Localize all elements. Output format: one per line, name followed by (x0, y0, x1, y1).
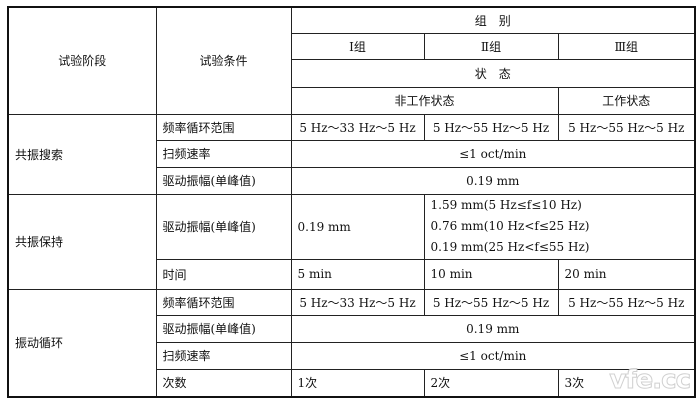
cell: 5 Hz～55 Hz～5 Hz (557, 113, 696, 141)
header-group-1: Ⅰ组 (290, 32, 425, 60)
header-group-2: Ⅱ组 (423, 32, 559, 60)
header-state-working: 工作状态 (557, 86, 696, 115)
header-group-3: Ⅲ组 (557, 32, 696, 60)
cell: 2次 (423, 368, 559, 398)
cell-amp-groups-2-3: 1.59 mm(5 Hz≤f≤10 Hz) 0.76 mm(10 Hz<f≤25… (423, 193, 696, 260)
cell: 5 min (290, 258, 425, 290)
cond-label: 时间 (155, 258, 292, 290)
cell: 5 Hz～55 Hz～5 Hz (423, 113, 559, 141)
stage-resonance-search: 共振搜索 (7, 113, 157, 195)
cell: 1次 (290, 368, 425, 398)
amp-line: 0.76 mm(10 Hz<f≤25 Hz) (430, 219, 590, 233)
cell: 5 Hz～55 Hz～5 Hz (423, 288, 559, 316)
cell: ≤1 oct/min (290, 139, 696, 168)
cond-label: 频率循环范围 (155, 113, 292, 141)
cond-label: 驱动振幅(单峰值) (155, 314, 292, 343)
cell: 3次 (557, 368, 696, 398)
cell: 20 min (557, 258, 696, 290)
watermark: vfe.cc (609, 365, 692, 396)
amp-line: 0.19 mm(25 Hz<f≤55 Hz) (430, 240, 590, 254)
header-stage: 试验阶段 (7, 6, 157, 115)
cell: ≤1 oct/min (290, 341, 696, 370)
header-state: 状 态 (290, 58, 696, 88)
amp-line: 1.59 mm(5 Hz≤f≤10 Hz) (430, 198, 582, 212)
vibration-test-table: 试验阶段 试验条件 组 别 Ⅰ组 Ⅱ组 Ⅲ组 状 态 非工作状态 工作状态 共振… (7, 6, 697, 398)
cond-label: 次数 (155, 368, 292, 398)
cell: 10 min (423, 258, 559, 290)
header-condition: 试验条件 (155, 6, 292, 115)
cell: 5 Hz～33 Hz～5 Hz (290, 288, 425, 316)
cell: 5 Hz～55 Hz～5 Hz (557, 288, 696, 316)
cond-label: 驱动振幅(单峰值) (155, 166, 292, 195)
cell: 5 Hz～33 Hz～5 Hz (290, 113, 425, 141)
cond-label: 频率循环范围 (155, 288, 292, 316)
cell: 0.19 mm (290, 314, 696, 343)
stage-vibration-cycle: 振动循环 (7, 288, 157, 398)
cond-label: 扫频速率 (155, 341, 292, 370)
cell: 0.19 mm (290, 166, 696, 195)
header-state-nonworking: 非工作状态 (290, 86, 559, 115)
stage-resonance-dwell: 共振保持 (7, 193, 157, 290)
cond-label: 扫频速率 (155, 139, 292, 168)
header-group: 组 别 (290, 6, 696, 34)
cell: 0.19 mm (290, 193, 425, 260)
cond-label: 驱动振幅(单峰值) (155, 193, 292, 260)
